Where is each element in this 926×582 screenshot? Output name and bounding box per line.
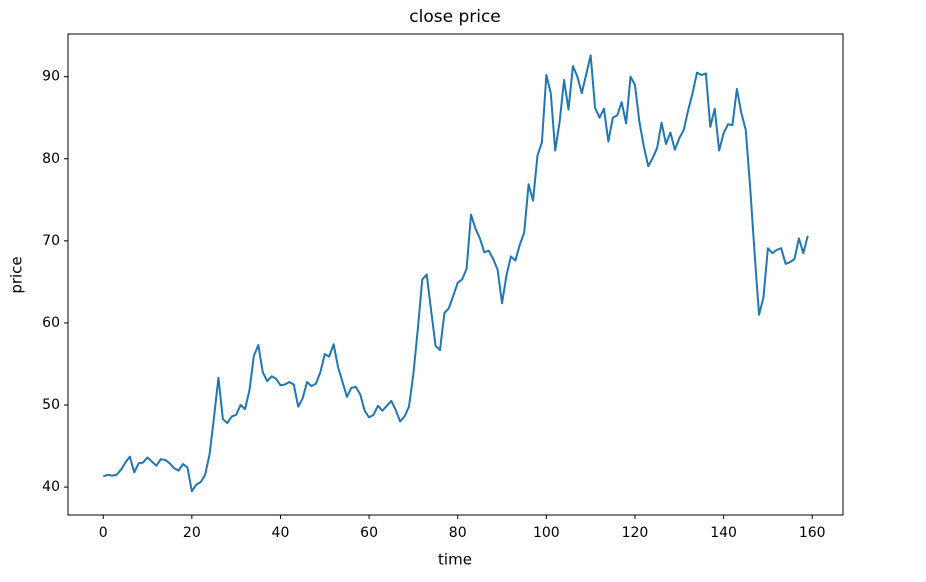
x-tick-label: 100 bbox=[533, 525, 560, 541]
chart-title: close price bbox=[409, 7, 501, 27]
x-tick-label: 120 bbox=[622, 525, 649, 541]
x-tick-label: 0 bbox=[99, 525, 108, 541]
y-tick-label: 60 bbox=[42, 315, 60, 331]
x-tick-label: 160 bbox=[799, 525, 826, 541]
x-tick-label: 40 bbox=[272, 525, 290, 541]
price-line bbox=[102, 54, 809, 493]
plot-frame bbox=[67, 33, 844, 516]
y-tick-label: 40 bbox=[42, 479, 60, 495]
x-axis-label: time bbox=[438, 551, 472, 569]
x-tick-label: 60 bbox=[360, 525, 378, 541]
y-tick-label: 80 bbox=[42, 151, 60, 167]
x-tick-label: 140 bbox=[710, 525, 737, 541]
y-axis-label: price bbox=[8, 256, 26, 293]
x-tick-label: 20 bbox=[183, 525, 201, 541]
y-tick-label: 90 bbox=[42, 69, 60, 85]
y-tick-label: 50 bbox=[42, 397, 60, 413]
x-tick-label: 80 bbox=[449, 525, 467, 541]
y-tick-label: 70 bbox=[42, 233, 60, 249]
